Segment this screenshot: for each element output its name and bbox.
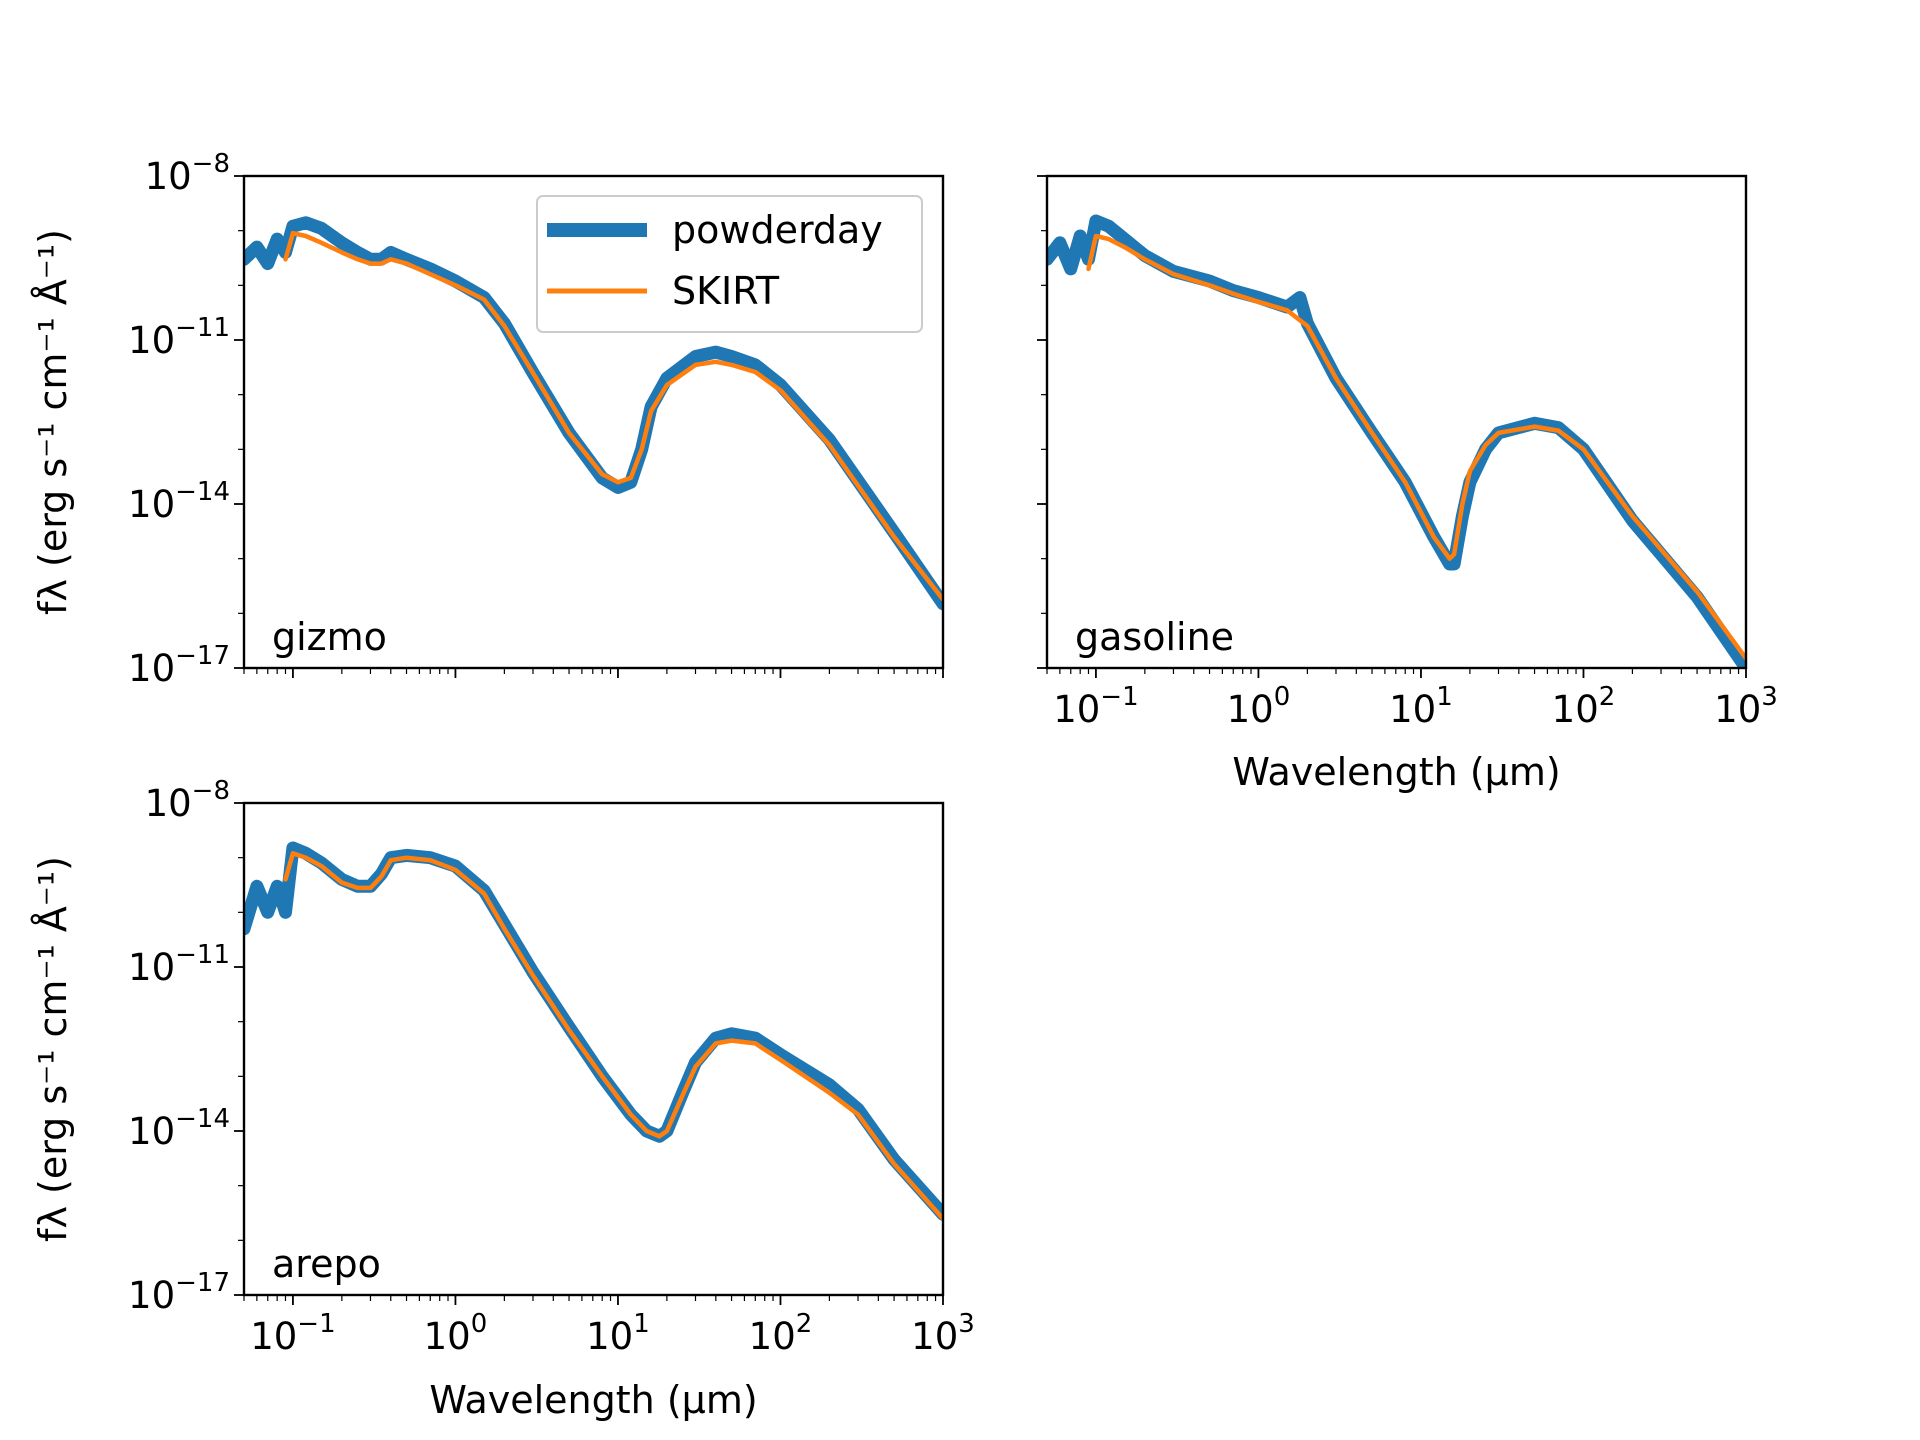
y-tick-label: 10−14: [128, 477, 230, 526]
panel-gasoline: 10−1 100 101 102 103 gasoline Wavelength (μm…: [1037, 174, 1778, 794]
panel-arepo: 10−17 10−14 10−11 10−8 10−1 100 101 102 103 are…: [31, 776, 975, 1422]
x-tick-label: 102: [1552, 682, 1616, 731]
y-tick-label: 10−17: [128, 1268, 230, 1317]
x-axis: 10−1 100 101 102 103: [1046, 668, 1778, 731]
y-axis-label: fλ (erg s⁻¹ cm⁻¹ Å⁻¹): [31, 229, 75, 615]
axes-frame: [242, 174, 945, 670]
y-axis: 10−17 10−14 10−11 10−8: [128, 149, 244, 690]
panel-label: gasoline: [1075, 615, 1234, 659]
y-tick-label: 10−8: [145, 149, 230, 198]
x-tick-label: 103: [911, 1309, 975, 1358]
x-axis-label: Wavelength (μm): [1232, 750, 1560, 794]
series-line-powderday: [1047, 214, 1746, 668]
series-line-powderday: [244, 841, 943, 1221]
x-tick-label: 101: [586, 1309, 650, 1358]
x-axis-label: Wavelength (μm): [429, 1378, 757, 1422]
series-layer: [1047, 214, 1746, 668]
x-axis: [243, 668, 944, 678]
y-axis: [1037, 175, 1047, 669]
series-layer: [244, 841, 943, 1221]
legend: powderday SKIRT: [536, 195, 923, 333]
panel-label: arepo: [272, 1242, 381, 1286]
x-tick-label: 103: [1714, 682, 1778, 731]
series-layer: [244, 216, 943, 611]
y-axis-label: fλ (erg s⁻¹ cm⁻¹ Å⁻¹): [31, 856, 75, 1242]
x-tick-label: 102: [749, 1309, 813, 1358]
x-tick-label: 100: [1227, 682, 1291, 731]
y-tick-label: 10−17: [128, 641, 230, 690]
y-axis: 10−17 10−14 10−11 10−8: [128, 776, 244, 1317]
y-tick-label: 10−8: [145, 776, 230, 825]
series-line-skirt: [283, 230, 943, 602]
x-axis: 10−1 100 101 102 103: [243, 1295, 975, 1358]
series-line-skirt: [1086, 233, 1746, 661]
legend-label-skirt: SKIRT: [672, 269, 780, 313]
legend-label-powderday: powderday: [672, 208, 883, 252]
panel-gizmo: 10−17 10−14 10−11 10−8 gizmo fλ (erg s⁻¹ cm…: [31, 149, 945, 690]
axes-frame: [1045, 174, 1748, 670]
series-line-skirt: [283, 851, 943, 1221]
y-tick-label: 10−11: [128, 940, 230, 989]
y-tick-label: 10−14: [128, 1104, 230, 1153]
x-tick-label: 100: [424, 1309, 488, 1358]
x-tick-label: 10−1: [1053, 682, 1138, 731]
x-tick-label: 10−1: [250, 1309, 335, 1358]
panel-label: gizmo: [272, 615, 387, 659]
y-tick-label: 10−11: [128, 313, 230, 362]
x-tick-label: 101: [1389, 682, 1453, 731]
axes-frame: [242, 801, 945, 1297]
